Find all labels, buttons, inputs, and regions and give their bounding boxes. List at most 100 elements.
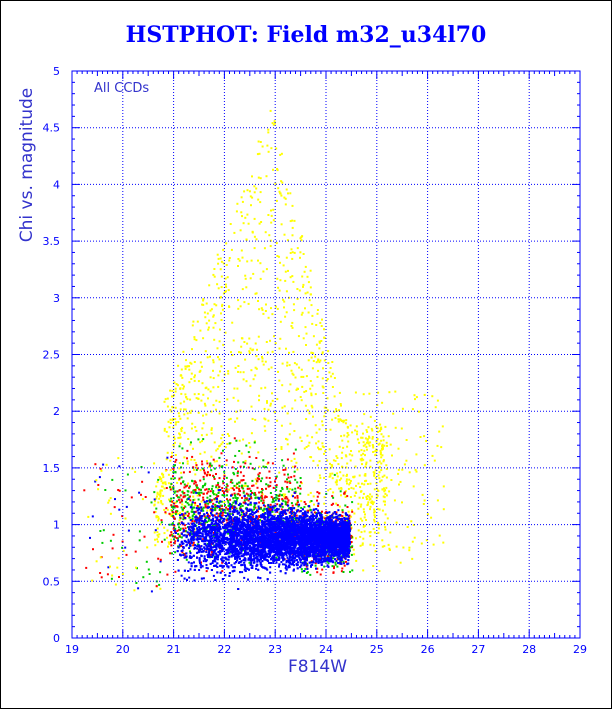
data-point <box>323 328 325 331</box>
data-point <box>157 517 160 520</box>
data-point <box>309 286 312 289</box>
data-point <box>288 480 291 483</box>
data-point <box>294 448 297 451</box>
data-point <box>187 438 190 440</box>
data-point <box>340 435 343 438</box>
data-point <box>296 387 299 390</box>
data-point <box>312 335 315 338</box>
data-point <box>171 513 174 516</box>
data-point <box>374 476 377 479</box>
data-point <box>315 442 318 445</box>
data-point <box>239 518 242 521</box>
data-point <box>171 486 174 489</box>
data-point <box>164 398 167 401</box>
data-point <box>225 242 228 245</box>
data-point <box>220 437 223 440</box>
data-point <box>246 260 249 263</box>
data-point <box>179 442 182 445</box>
data-point <box>226 499 229 502</box>
data-point <box>276 497 279 500</box>
data-point <box>163 400 166 403</box>
data-point <box>275 477 277 480</box>
data-point <box>157 501 160 504</box>
data-point <box>188 485 191 488</box>
data-point <box>348 517 351 520</box>
data-point <box>375 425 378 428</box>
data-point <box>283 473 286 476</box>
data-point <box>190 372 193 375</box>
data-point <box>170 533 173 536</box>
data-point <box>208 488 210 491</box>
data-point <box>156 531 159 534</box>
data-point <box>242 479 245 481</box>
data-point <box>177 522 180 525</box>
data-point <box>246 342 249 345</box>
data-point <box>178 462 181 464</box>
data-point <box>204 503 207 506</box>
data-point <box>201 486 204 489</box>
data-point <box>333 395 336 398</box>
data-point <box>194 489 197 491</box>
data-point <box>225 506 228 509</box>
data-point <box>213 467 216 470</box>
data-point <box>330 503 333 506</box>
data-point <box>303 390 306 393</box>
data-point <box>182 515 185 518</box>
data-point <box>247 499 250 502</box>
data-point <box>280 152 283 155</box>
data-point <box>261 477 264 480</box>
data-point <box>174 510 177 513</box>
data-point <box>180 392 183 395</box>
data-point <box>349 424 352 427</box>
data-point <box>185 359 187 362</box>
data-point <box>191 479 193 482</box>
data-point <box>238 488 241 491</box>
data-point <box>237 307 240 310</box>
data-point <box>228 418 231 421</box>
data-point <box>194 473 197 476</box>
data-point <box>257 510 259 513</box>
data-point <box>217 257 220 260</box>
data-point <box>310 356 313 359</box>
data-point <box>255 367 258 370</box>
data-point <box>191 515 194 518</box>
data-point <box>351 569 354 572</box>
data-point <box>183 408 186 411</box>
data-point <box>172 497 175 500</box>
data-point <box>178 445 181 448</box>
data-point <box>378 508 381 511</box>
data-point <box>157 515 160 518</box>
data-point <box>339 471 342 474</box>
data-point <box>310 351 313 354</box>
data-point <box>262 499 265 502</box>
chart-title: HSTPHOT: Field m32_u34l70 <box>125 22 487 48</box>
data-point <box>296 496 299 499</box>
data-point <box>248 561 251 564</box>
data-point <box>171 515 174 517</box>
data-point <box>160 480 163 483</box>
data-point <box>190 362 193 365</box>
data-point <box>308 412 311 415</box>
data-point <box>286 438 289 441</box>
data-point <box>271 510 274 513</box>
data-point <box>163 532 166 535</box>
data-point <box>181 510 184 513</box>
data-point <box>347 510 350 513</box>
data-point <box>365 498 368 500</box>
data-point <box>211 507 214 510</box>
data-point <box>289 276 292 279</box>
data-point <box>261 357 264 360</box>
data-point <box>369 543 372 546</box>
data-point <box>236 474 239 477</box>
data-point <box>305 332 308 335</box>
data-point <box>293 362 296 365</box>
data-point <box>261 308 264 311</box>
data-point <box>191 348 193 351</box>
data-point <box>382 500 385 503</box>
data-point <box>175 537 178 540</box>
data-point <box>184 505 187 508</box>
data-point <box>299 237 302 240</box>
data-point <box>202 496 205 499</box>
data-point <box>242 371 245 374</box>
data-point <box>318 474 321 477</box>
